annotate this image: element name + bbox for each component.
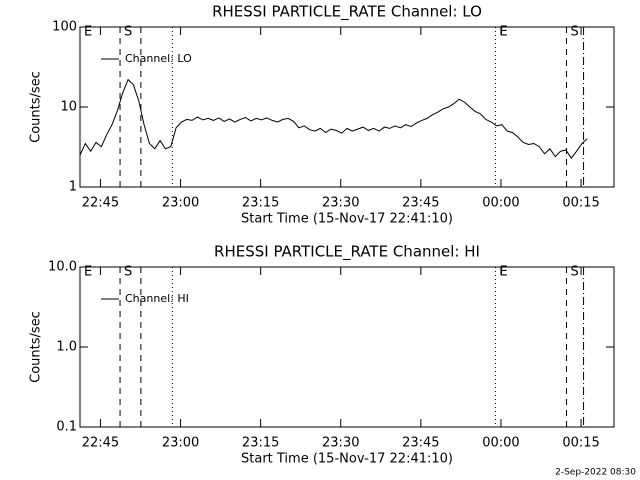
marker-label: S — [570, 25, 578, 40]
y-tick-label: 10.0 — [48, 260, 77, 275]
plot-frame — [79, 26, 615, 188]
marker-label: S — [124, 25, 132, 40]
marker-label: S — [570, 265, 578, 280]
x-axis-label: Start Time (15-Nov-17 22:41:10) — [241, 452, 453, 467]
marker-label: S — [124, 265, 132, 280]
x-tick-label: 23:00 — [162, 436, 199, 451]
chart-title: RHESSI PARTICLE_RATE Channel: LO — [212, 3, 482, 22]
y-tick-label: 1.0 — [56, 340, 77, 355]
data-line — [79, 78, 588, 159]
x-tick-label: 22:45 — [82, 196, 119, 211]
marker-label: E — [499, 265, 507, 280]
plot-frame — [79, 266, 615, 428]
x-tick-label: 23:15 — [242, 196, 279, 211]
x-tick-label: 00:00 — [482, 196, 519, 211]
x-tick-label: 23:00 — [162, 196, 199, 211]
y-tick-label: 100 — [52, 20, 77, 35]
x-tick-label: 22:45 — [82, 436, 119, 451]
legend-label: Channel: LO — [125, 52, 192, 65]
y-tick-label: 0.1 — [56, 420, 77, 435]
legend-label: Channel: HI — [125, 292, 189, 305]
marker-label: E — [84, 25, 92, 40]
chart-title: RHESSI PARTICLE_RATE Channel: HI — [214, 243, 480, 262]
marker-label: E — [499, 25, 507, 40]
y-tick-label: 1 — [69, 180, 77, 195]
footer: 2-Sep-2022 08:30 — [555, 468, 636, 478]
x-tick-label: 23:45 — [402, 196, 439, 211]
y-tick-label: 10 — [60, 100, 77, 115]
x-tick-label: 23:45 — [402, 436, 439, 451]
x-tick-label: 23:30 — [322, 196, 359, 211]
x-tick-label: 23:30 — [322, 436, 359, 451]
y-axis-label: Counts/sec — [29, 71, 44, 143]
x-axis-label: Start Time (15-Nov-17 22:41:10) — [241, 212, 453, 227]
marker-label: E — [84, 265, 92, 280]
x-tick-label: 00:15 — [562, 196, 599, 211]
x-tick-label: 00:00 — [482, 436, 519, 451]
x-tick-label: 00:15 — [562, 436, 599, 451]
y-axis-label: Counts/sec — [29, 311, 44, 383]
x-tick-label: 23:15 — [242, 436, 279, 451]
